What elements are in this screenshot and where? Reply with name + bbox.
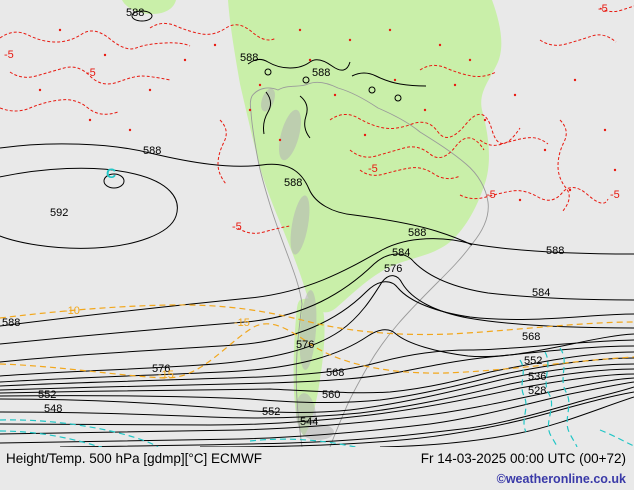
- chart-title: Height/Temp. 500 hPa [gdmp][°C] ECMWF: [6, 451, 262, 466]
- temp-speckle-red: [38, 28, 617, 202]
- chart-footer: Height/Temp. 500 hPa [gdmp][°C] ECMWF Fr…: [0, 447, 634, 490]
- height-contours: [0, 10, 634, 447]
- temp-contours-cyan: [0, 347, 634, 447]
- temp-contours-red: [0, 5, 634, 234]
- map-canvas: 588 588 588 588 592 588 588 584 576 588 584 568 552 5…: [0, 0, 634, 447]
- green-overlay-region: [122, 0, 502, 436]
- chart-datetime: Fr 14-03-2025 00:00 UTC (00+72): [420, 451, 626, 466]
- copyright-text: ©weatheronline.co.uk: [496, 472, 626, 486]
- temp-contours-orange: [0, 304, 634, 379]
- weather-map-svg: [0, 0, 634, 447]
- coastline: [249, 81, 489, 447]
